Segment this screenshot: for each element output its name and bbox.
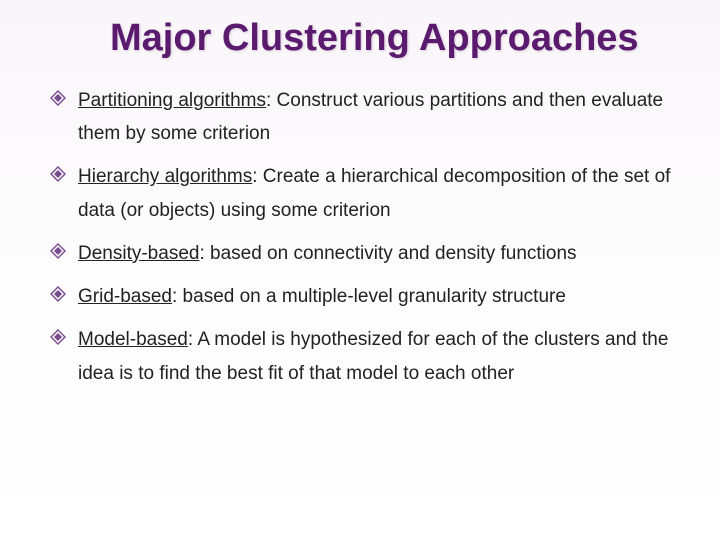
list-item: Partitioning algorithms: Construct vario…: [50, 84, 680, 151]
item-term: Density-based: [78, 243, 199, 264]
item-term: Partitioning algorithms: [78, 90, 266, 111]
diamond-bullet-icon: [50, 166, 66, 182]
list-item: Model-based: A model is hypothesized for…: [50, 323, 680, 390]
diamond-bullet-icon: [50, 329, 66, 345]
item-term: Model-based: [78, 329, 188, 350]
list-item: Grid-based: based on a multiple-level gr…: [50, 280, 680, 313]
list-item: Hierarchy algorithms: Create a hierarchi…: [50, 160, 680, 227]
item-desc: : based on connectivity and density func…: [199, 243, 576, 264]
item-term: Hierarchy algorithms: [78, 166, 252, 187]
list-item: Density-based: based on connectivity and…: [50, 237, 680, 270]
slide: Major Clustering Approaches Partitioning…: [0, 0, 720, 540]
item-term: Grid-based: [78, 286, 172, 307]
approach-list: Partitioning algorithms: Construct vario…: [50, 84, 680, 390]
page-title: Major Clustering Approaches: [110, 18, 680, 60]
diamond-bullet-icon: [50, 286, 66, 302]
diamond-bullet-icon: [50, 90, 66, 106]
item-desc: : based on a multiple-level granularity …: [172, 286, 566, 307]
diamond-bullet-icon: [50, 243, 66, 259]
